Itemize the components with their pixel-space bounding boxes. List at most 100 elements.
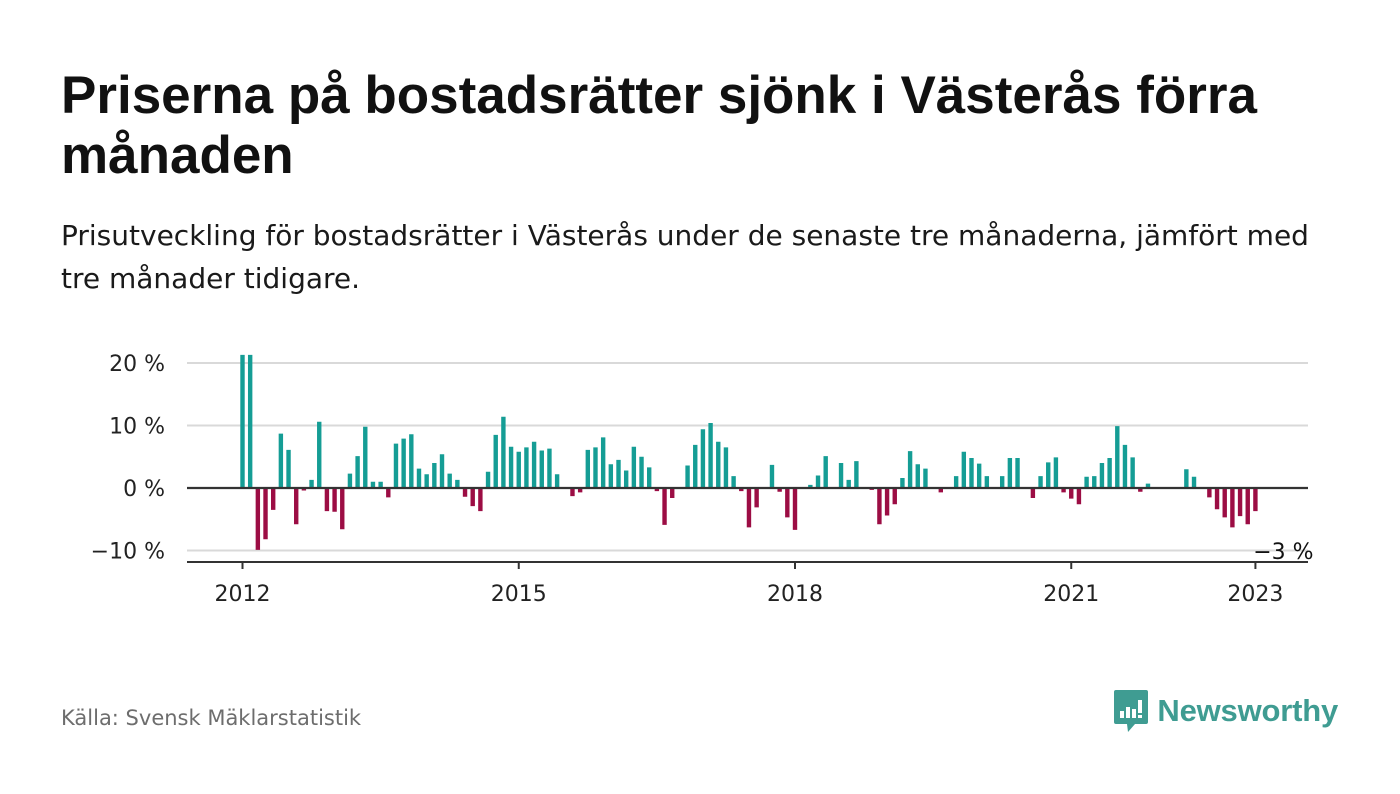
- bar: [516, 451, 521, 488]
- bar: [439, 454, 445, 488]
- bar: [1145, 483, 1151, 488]
- bar: [278, 433, 284, 488]
- bar: [953, 476, 959, 488]
- newsworthy-logo-icon: [1114, 690, 1149, 732]
- page-subtitle: Prisutveckling för bostadsrätter i Väste…: [61, 219, 1309, 295]
- bar: [478, 488, 483, 512]
- bar: [923, 468, 928, 488]
- bar: [877, 488, 882, 525]
- bar: [1207, 488, 1212, 498]
- bar: [769, 464, 775, 488]
- bar: [823, 456, 828, 488]
- bar: [907, 451, 913, 488]
- bar: [1237, 488, 1243, 517]
- bar: [639, 456, 644, 488]
- bar: [470, 488, 475, 507]
- bar: [600, 437, 606, 488]
- grid-layer: [187, 362, 1308, 552]
- bar: [746, 488, 752, 528]
- bar: [363, 426, 368, 488]
- bar: [1245, 488, 1250, 525]
- bar: [1115, 426, 1120, 488]
- bar: [355, 456, 360, 488]
- x-tick-label: 2018: [767, 582, 823, 607]
- bar-chart: 20 % 10 % 0 % −10 % 2012 2015 2018 2021 2023 −3 %: [91, 352, 1314, 607]
- bar: [1069, 488, 1074, 499]
- bar: [1130, 457, 1135, 488]
- brand-logo[interactable]: Newsworthy: [1113, 689, 1338, 733]
- bar: [700, 429, 706, 488]
- bar: [815, 475, 821, 488]
- bar: [508, 446, 514, 488]
- bar: [884, 488, 890, 516]
- bar: [263, 488, 268, 540]
- bar: [401, 438, 406, 488]
- bar: [915, 464, 920, 488]
- y-tick-label: 0 %: [123, 477, 165, 502]
- bar: [731, 476, 736, 488]
- bar: [961, 451, 967, 488]
- bar: [685, 465, 690, 488]
- x-tick-label: 2023: [1227, 582, 1283, 607]
- bar: [662, 488, 667, 525]
- bar: [754, 488, 759, 508]
- bar: [1061, 488, 1066, 493]
- bar: [1184, 469, 1189, 488]
- bar: [1122, 444, 1128, 488]
- bar: [309, 479, 314, 488]
- bar: [1099, 463, 1105, 488]
- bar: [623, 470, 629, 488]
- bar: [1222, 488, 1227, 518]
- bar: [286, 449, 291, 488]
- bar: [301, 488, 307, 491]
- bar: [647, 467, 652, 488]
- bar: [462, 488, 468, 497]
- bar: [577, 488, 583, 493]
- bar: [999, 476, 1005, 488]
- bar: [969, 458, 974, 488]
- bar: [739, 488, 744, 492]
- bar: [294, 488, 299, 525]
- bar: [616, 459, 621, 488]
- bar: [524, 447, 529, 488]
- bar: [792, 488, 798, 530]
- bar: [424, 474, 429, 488]
- x-tick-label: 2012: [215, 582, 271, 607]
- bar: [1007, 458, 1013, 488]
- bar: [416, 468, 422, 488]
- bar: [347, 473, 353, 488]
- bar: [1038, 476, 1043, 488]
- bar: [1214, 488, 1220, 510]
- bar: [1015, 458, 1020, 488]
- bar: [777, 488, 782, 492]
- bar: [317, 421, 322, 488]
- x-tick-label: 2021: [1043, 582, 1099, 607]
- bar: [1230, 488, 1235, 528]
- bar: [485, 471, 491, 488]
- bar: [716, 441, 721, 488]
- bar: [1030, 488, 1036, 498]
- bar: [838, 463, 844, 488]
- bar: [1191, 476, 1197, 488]
- bar: [723, 447, 729, 488]
- bar: [255, 488, 261, 550]
- page-title: Priserna på bostadsrätter sjönk i Väster…: [61, 66, 1257, 185]
- bar: [270, 488, 276, 510]
- bar: [531, 441, 537, 488]
- bar: [808, 484, 813, 488]
- bar: [324, 488, 330, 512]
- bar: [240, 354, 245, 488]
- bar: [900, 478, 905, 488]
- bar: [378, 481, 383, 488]
- last-value-annotation: −3 %: [1253, 540, 1313, 565]
- brand-name: Newsworthy: [1157, 693, 1338, 728]
- bar: [654, 488, 660, 492]
- source-note: Källa: Svensk Mäklarstatistik: [61, 706, 362, 730]
- bar: [447, 473, 452, 488]
- bar: [1053, 457, 1059, 488]
- bar: [332, 488, 337, 512]
- bar: [370, 481, 376, 488]
- bar: [432, 463, 437, 488]
- bar: [570, 488, 575, 497]
- y-tick-label: −10 %: [91, 540, 165, 565]
